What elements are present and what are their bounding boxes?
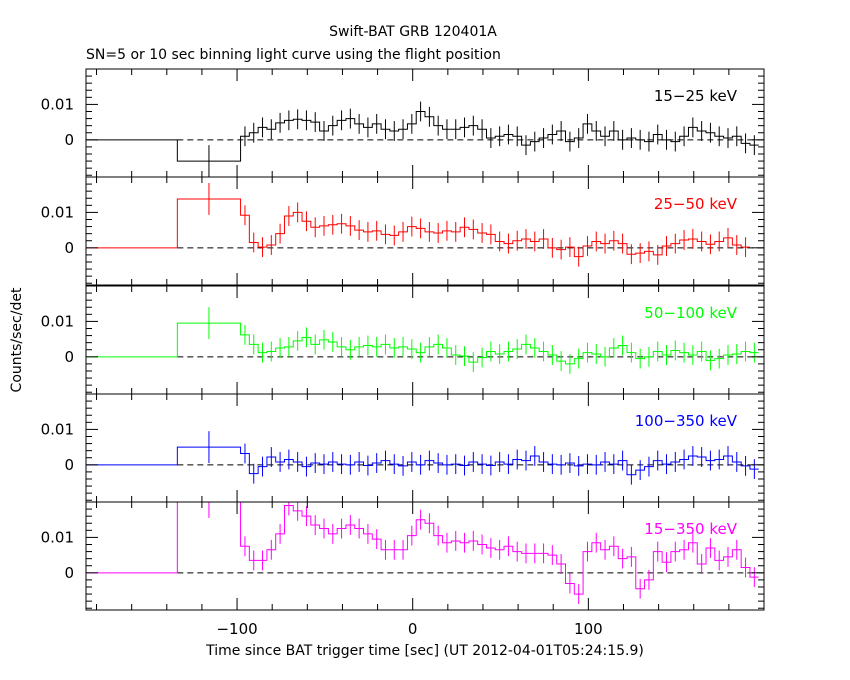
y-tick-label: 0.01 <box>41 203 74 221</box>
chart-subtitle: SN=5 or 10 sec binning light curve using… <box>86 47 501 63</box>
band-label: 100−350 keV <box>635 412 738 430</box>
series-step-line <box>86 110 759 162</box>
series-step-line <box>86 502 759 595</box>
y-tick-label: 0 <box>64 456 74 474</box>
panel-frame <box>85 176 765 286</box>
x-tick-label: −100 <box>216 620 257 638</box>
chart-title: Swift-BAT GRB 120401A <box>329 24 497 40</box>
x-tick-label: 0 <box>408 620 418 638</box>
panels-group: 0 0.01 15−25 keV 0 0.01 25−50 keV 0 0.01 50−100 … <box>41 68 765 638</box>
y-tick-label: 0.01 <box>41 312 74 330</box>
series-data <box>86 502 759 604</box>
x-tick-label: 100 <box>574 620 603 638</box>
y-axis-label: Counts/sec/det <box>9 287 25 392</box>
x-axis-label: Time since BAT trigger time [sec] (UT 20… <box>205 643 644 659</box>
panel-1: 0 0.01 15−25 keV <box>41 68 765 178</box>
band-label: 25−50 keV <box>654 195 738 213</box>
panel-5: 0 0.01 15−350 keV <box>41 501 765 611</box>
y-tick-label: 0.01 <box>41 95 74 113</box>
panel-3: 0 0.01 50−100 keV <box>41 285 765 395</box>
series-data <box>86 183 750 267</box>
panel-frame <box>85 285 765 395</box>
series-data <box>86 307 759 374</box>
y-tick-label: 0 <box>64 348 74 366</box>
series-step-line <box>86 198 750 258</box>
series-data <box>86 431 759 485</box>
panel-frame <box>85 501 765 611</box>
band-label: 15−25 keV <box>654 87 738 105</box>
series-data <box>86 101 759 177</box>
band-label: 15−350 keV <box>644 520 737 538</box>
panel-frame <box>85 393 765 503</box>
panel-4: 0 0.01 100−350 keV <box>41 393 765 503</box>
y-tick-label: 0.01 <box>41 528 74 546</box>
y-tick-label: 0 <box>64 564 74 582</box>
band-label: 50−100 keV <box>644 304 737 322</box>
y-tick-label: 0 <box>64 131 74 149</box>
panel-2: 0 0.01 25−50 keV <box>41 176 765 286</box>
y-tick-label: 0 <box>64 239 74 257</box>
y-tick-label: 0.01 <box>41 420 74 438</box>
